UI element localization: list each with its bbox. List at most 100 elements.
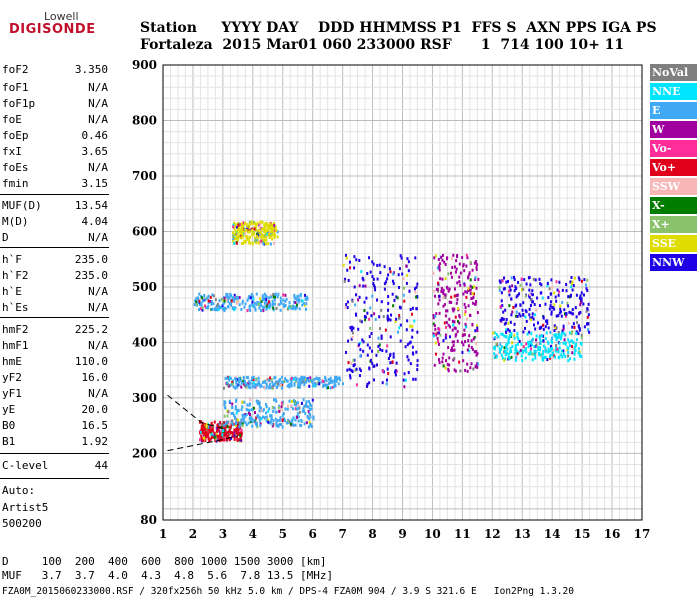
echo-point bbox=[452, 323, 455, 327]
echo-point bbox=[398, 313, 401, 317]
echo-point bbox=[477, 277, 480, 281]
echo-point bbox=[274, 292, 277, 296]
echo-point bbox=[230, 436, 233, 440]
echo-point bbox=[245, 385, 248, 389]
echo-point bbox=[229, 423, 232, 427]
echo-point bbox=[247, 421, 250, 425]
echo-point bbox=[227, 410, 230, 414]
echo-point bbox=[544, 349, 547, 353]
echo-point bbox=[231, 402, 234, 406]
echo-point bbox=[262, 306, 265, 310]
echo-point bbox=[441, 258, 444, 262]
echo-point bbox=[230, 412, 233, 416]
x-tick-label: 4 bbox=[249, 527, 257, 541]
echo-point bbox=[271, 302, 274, 306]
echo-point bbox=[273, 376, 276, 380]
echo-point bbox=[279, 422, 282, 426]
echo-point bbox=[351, 370, 354, 374]
echo-point bbox=[458, 321, 461, 325]
echo-point bbox=[446, 362, 449, 366]
echo-point bbox=[210, 423, 213, 427]
echo-point bbox=[575, 332, 578, 336]
echo-point bbox=[252, 375, 255, 379]
echo-point bbox=[221, 306, 224, 310]
echo-point bbox=[299, 292, 302, 296]
echo-point bbox=[513, 275, 516, 279]
echo-point bbox=[508, 285, 511, 289]
echo-point bbox=[386, 367, 389, 371]
echo-point bbox=[389, 361, 392, 365]
echo-point bbox=[437, 358, 440, 362]
echo-point bbox=[298, 384, 301, 388]
echo-point bbox=[451, 265, 454, 269]
echo-point bbox=[256, 236, 259, 240]
echo-point bbox=[563, 312, 566, 316]
echo-point bbox=[521, 308, 524, 312]
echo-point bbox=[303, 303, 306, 307]
echo-point bbox=[358, 341, 361, 345]
echo-point bbox=[537, 321, 540, 325]
echo-point bbox=[436, 331, 439, 335]
echo-point bbox=[260, 299, 263, 303]
param-value: 0.46 bbox=[81, 129, 109, 142]
echo-point bbox=[259, 424, 262, 428]
echo-point bbox=[515, 355, 518, 359]
echo-point bbox=[212, 294, 215, 298]
echo-point bbox=[398, 326, 401, 330]
echo-point bbox=[439, 333, 442, 337]
echo-point bbox=[338, 376, 341, 380]
echo-point bbox=[580, 297, 583, 301]
echo-point bbox=[226, 425, 229, 429]
echo-point bbox=[259, 406, 262, 410]
echo-point bbox=[238, 432, 241, 436]
echo-point bbox=[244, 421, 247, 425]
echo-point bbox=[463, 333, 466, 337]
echo-point bbox=[510, 297, 513, 301]
echo-point bbox=[347, 360, 350, 364]
echo-point bbox=[434, 333, 437, 337]
echo-point bbox=[264, 221, 267, 225]
echo-point bbox=[307, 405, 310, 409]
echo-point bbox=[475, 265, 478, 269]
echo-point bbox=[209, 425, 212, 429]
echo-point bbox=[289, 421, 292, 425]
echo-point bbox=[550, 347, 553, 351]
echo-point bbox=[446, 286, 449, 290]
echo-point bbox=[575, 338, 578, 342]
echo-point bbox=[298, 377, 301, 381]
echo-point bbox=[275, 229, 278, 233]
echo-point bbox=[207, 304, 210, 308]
echo-point bbox=[253, 301, 256, 305]
echo-point bbox=[265, 300, 268, 304]
echo-point bbox=[451, 349, 454, 353]
echo-point bbox=[475, 363, 478, 367]
echo-point bbox=[248, 305, 251, 309]
panel-divider bbox=[0, 247, 109, 248]
echo-point bbox=[466, 362, 469, 366]
echo-point bbox=[296, 384, 299, 388]
echo-point bbox=[368, 346, 371, 350]
echo-point bbox=[470, 362, 473, 366]
echo-point bbox=[518, 312, 521, 316]
echo-point bbox=[233, 433, 236, 437]
echo-point bbox=[360, 269, 363, 273]
echo-point bbox=[306, 414, 309, 418]
echo-point bbox=[542, 315, 545, 319]
echo-point bbox=[522, 330, 525, 334]
echo-point bbox=[395, 295, 398, 299]
echo-point bbox=[196, 296, 199, 300]
echo-point bbox=[253, 418, 256, 422]
echo-point bbox=[470, 339, 473, 343]
echo-point bbox=[326, 383, 329, 387]
echo-point bbox=[501, 317, 504, 321]
echo-point bbox=[551, 337, 554, 341]
echo-point bbox=[268, 407, 271, 411]
echo-point bbox=[416, 363, 419, 367]
echo-point bbox=[241, 299, 244, 303]
param-row: fxI 3.65 bbox=[2, 145, 108, 163]
echo-point bbox=[322, 383, 325, 387]
echo-point bbox=[224, 426, 227, 430]
legend-item: Vo+ bbox=[650, 159, 697, 176]
echo-point bbox=[239, 434, 242, 438]
echo-point bbox=[240, 433, 243, 437]
